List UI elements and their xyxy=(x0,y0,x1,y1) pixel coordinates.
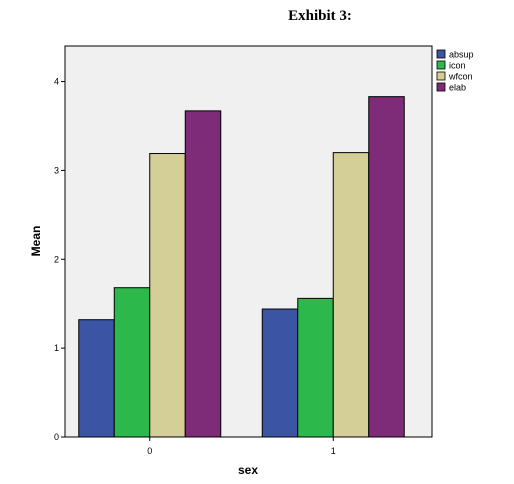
legend-label-icon: icon xyxy=(449,61,466,71)
y-tick-label: 2 xyxy=(54,254,59,264)
bar-wfcon-1 xyxy=(332,152,370,438)
y-tick-label: 0 xyxy=(54,432,59,442)
y-axis-title: Mean xyxy=(29,226,43,257)
legend-swatch-icon xyxy=(436,60,446,70)
x-axis-title: sex xyxy=(238,463,258,477)
legend-swatch-absup xyxy=(436,49,446,59)
bar-elab-1 xyxy=(368,96,405,438)
legend-swatch-elab xyxy=(436,82,446,92)
y-axis: 0 1 2 3 4 xyxy=(54,77,65,442)
x-tick-label: 1 xyxy=(331,446,336,456)
x-tick-label: 0 xyxy=(147,446,152,456)
legend-swatch-wfcon xyxy=(436,71,446,81)
y-tick-label: 3 xyxy=(54,165,59,175)
legend-label-wfcon: wfcon xyxy=(448,72,473,82)
bar-wfcon-0 xyxy=(149,153,186,438)
y-tick-label: 1 xyxy=(54,343,59,353)
exhibit-title: Exhibit 3: xyxy=(288,8,352,24)
legend-label-elab: elab xyxy=(449,83,466,93)
bars-layer xyxy=(78,96,405,438)
bar-icon-0 xyxy=(113,287,151,438)
legend-label-absup: absup xyxy=(449,50,474,60)
bar-icon-1 xyxy=(297,297,334,438)
y-tick-label: 4 xyxy=(54,77,59,87)
bar-absup-1 xyxy=(261,308,299,438)
bar-absup-0 xyxy=(78,319,115,438)
bar-elab-0 xyxy=(184,110,222,438)
